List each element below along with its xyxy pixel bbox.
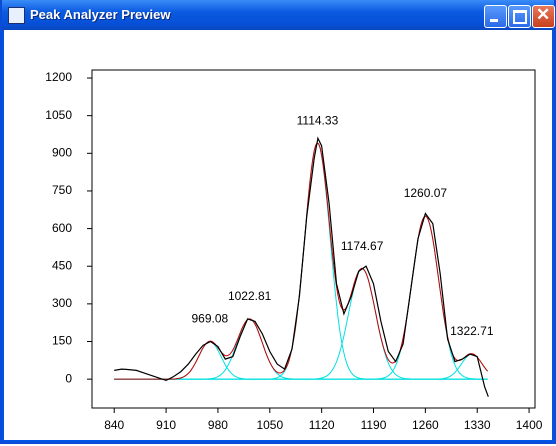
y-tick-label: 1050	[45, 108, 72, 122]
peak-curve	[114, 215, 488, 380]
window-icon	[8, 7, 25, 24]
peak-label: 1260.07	[404, 186, 448, 200]
x-tick-label: 840	[104, 418, 124, 432]
maximize-button[interactable]	[508, 5, 531, 28]
peak-label: 1114.33	[297, 113, 339, 127]
x-tick-label: 1330	[464, 418, 491, 432]
minimize-button[interactable]	[484, 5, 507, 28]
peak-curve	[114, 341, 488, 380]
client-area	[4, 30, 552, 440]
y-tick-label: 300	[52, 296, 72, 310]
peak-label: 1174.67	[341, 239, 384, 253]
x-tick-label: 910	[156, 418, 176, 432]
x-tick-label: 1400	[516, 418, 543, 432]
title-bar: Peak Analyzer Preview ✕	[2, 0, 555, 30]
peak-curve	[114, 142, 488, 380]
plot-frame	[91, 69, 536, 409]
y-tick-label: 1200	[45, 70, 72, 84]
peak-curve	[114, 353, 488, 380]
x-tick-label: 980	[208, 418, 228, 432]
x-tick-label: 1050	[256, 418, 283, 432]
y-tick-label: 750	[52, 183, 72, 197]
y-tick-label: 900	[52, 145, 72, 159]
peak-label: 1022.81	[228, 289, 272, 303]
y-tick-label: 150	[52, 334, 72, 348]
y-tick-label: 450	[52, 258, 72, 272]
peak-label: 1322.71	[450, 324, 494, 338]
y-tick-label: 0	[65, 371, 72, 385]
x-tick-label: 1120	[309, 418, 335, 432]
y-tick-label: 600	[52, 221, 72, 235]
x-tick-label: 1260	[412, 418, 439, 432]
data-line	[114, 136, 489, 397]
peak-curve	[114, 318, 488, 380]
window-title: Peak Analyzer Preview	[30, 7, 171, 22]
fit-curve	[114, 142, 488, 380]
x-tick-label: 1190	[361, 418, 387, 432]
close-button[interactable]: ✕	[532, 5, 555, 28]
peak-label: 969.08	[191, 312, 228, 326]
